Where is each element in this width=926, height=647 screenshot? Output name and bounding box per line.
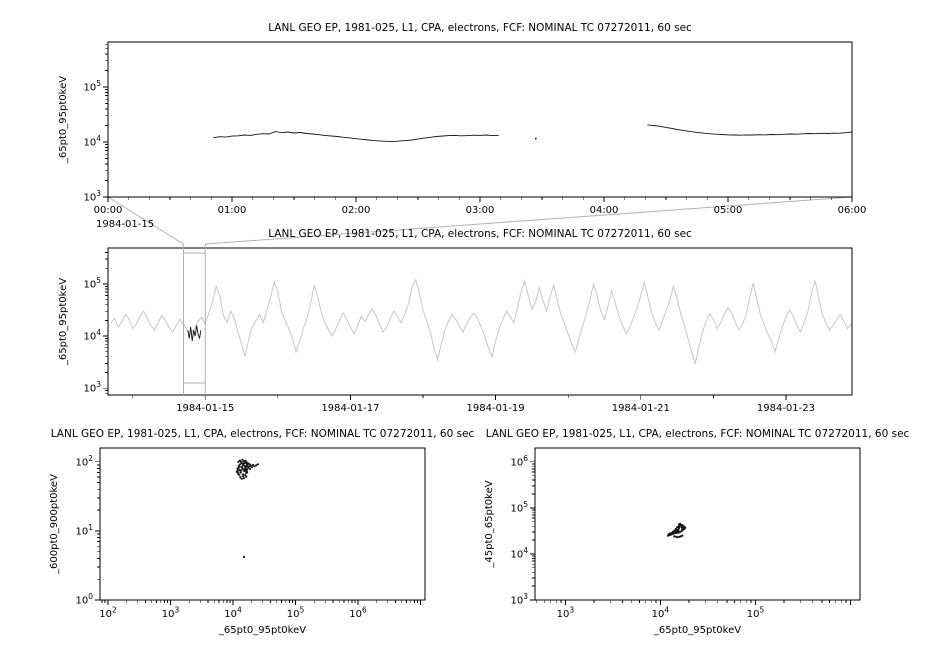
scatter-600-900: LANL GEO EP, 1981-025, L1, CPA, electron… xyxy=(49,428,475,636)
context-timeseries-xtick-label: 1984-01-21 xyxy=(612,403,670,414)
top-timeseries-ticks xyxy=(103,43,853,202)
context-timeseries-xtick-label: 1984-01-15 xyxy=(176,403,234,414)
zoom-connector-left xyxy=(107,196,184,245)
scatter-45-65-title: LANL GEO EP, 1981-025, L1, CPA, electron… xyxy=(486,428,910,440)
scatter-45-65: LANL GEO EP, 1981-025, L1, CPA, electron… xyxy=(484,428,910,636)
scatter-45-65-ytick-label: 104 xyxy=(510,546,528,561)
scatter-45-65-ytick-label: 106 xyxy=(510,454,528,469)
scatter-600-900-ticks xyxy=(95,461,421,605)
context-timeseries-tick-labels: 103 104 105 1984-01-15 1984-01-17 1984-01-19 1… xyxy=(83,276,815,414)
context-timeseries-xtick-label: 1984-01-19 xyxy=(467,403,525,414)
scatter-45-65-xtick-label: 105 xyxy=(747,606,765,621)
top-timeseries-scatter-points xyxy=(534,137,537,140)
scatter-600-900-ytick-label: 100 xyxy=(75,592,93,607)
scatter-600-900-xlabel: _65pt0_95pt0keV xyxy=(218,625,306,636)
scatter-45-65-ytick-label: 103 xyxy=(510,592,528,607)
top-timeseries-xtick-label: 05:00 xyxy=(714,205,743,216)
zoom-connector-right xyxy=(205,196,853,245)
scatter-45-65-frame xyxy=(534,447,861,601)
scatter-45-65-tick-labels: 103 104 105 106 103 104 105 xyxy=(510,454,764,620)
scatter-600-900-ylabel: _600pt0_900pt0keV xyxy=(49,474,60,575)
zoom-connector-lines xyxy=(107,196,853,245)
top-timeseries-ytick-label: 105 xyxy=(83,79,101,94)
context-timeseries-series-line xyxy=(110,278,852,366)
scatter-45-65-ylabel: _45pt0_65pt0keV xyxy=(484,480,495,568)
top-timeseries-series-line xyxy=(213,131,499,143)
scatter-600-900-frame xyxy=(99,447,426,601)
scatter-45-65-xtick-label: 103 xyxy=(557,606,575,621)
top-timeseries-xtick-label: 01:00 xyxy=(218,205,247,216)
top-timeseries-xtick-label: 04:00 xyxy=(590,205,619,216)
top-timeseries-series-line xyxy=(647,124,852,136)
top-timeseries-xtick-label: 06:00 xyxy=(838,205,867,216)
context-timeseries-title: LANL GEO EP, 1981-025, L1, CPA, electron… xyxy=(268,228,692,240)
context-timeseries-frame xyxy=(107,247,853,396)
top-timeseries-tick-labels: 103 104 105 00:00 01:00 02:00 03:00 04:00 05:00 0… xyxy=(83,79,866,230)
context-timeseries-ytick-label: 105 xyxy=(83,276,101,291)
scatter-45-65-xtick-label: 104 xyxy=(652,606,670,621)
scatter-600-900-xtick-label: 102 xyxy=(99,606,117,621)
context-timeseries-series-line xyxy=(187,325,202,342)
scatter-45-65-ticks xyxy=(530,461,851,605)
top-timeseries-frame xyxy=(107,41,853,198)
top-timeseries-ylabel: _65pt0_95pt0keV xyxy=(58,76,69,164)
scatter-600-900-title: LANL GEO EP, 1981-025, L1, CPA, electron… xyxy=(51,428,475,440)
top-timeseries: LANL GEO EP, 1981-025, L1, CPA, electron… xyxy=(58,22,866,230)
zoom-selection-box[interactable] xyxy=(182,244,206,395)
scatter-600-900-xtick-label: 104 xyxy=(224,606,242,621)
context-timeseries-xtick-label: 1984-01-17 xyxy=(321,403,379,414)
scatter-600-900-ytick-label: 101 xyxy=(75,523,93,538)
top-timeseries-ytick-label: 103 xyxy=(83,189,101,204)
top-timeseries-xtick-label: 03:00 xyxy=(466,205,495,216)
top-timeseries-title: LANL GEO EP, 1981-025, L1, CPA, electron… xyxy=(268,22,692,34)
context-timeseries: LANL GEO EP, 1981-025, L1, CPA, electron… xyxy=(58,228,853,414)
scatter-600-900-xtick-label: 106 xyxy=(349,606,367,621)
context-timeseries-ytick-label: 104 xyxy=(83,328,101,343)
scatter-600-900-ytick-label: 102 xyxy=(75,454,93,469)
scatter-600-900-tick-labels: 100 101 102 102 103 104 105 106 xyxy=(75,454,366,620)
top-timeseries-xtick-label: 02:00 xyxy=(342,205,371,216)
context-timeseries-ytick-label: 103 xyxy=(83,380,101,395)
context-timeseries-xtick-label: 1984-01-23 xyxy=(757,403,815,414)
scatter-45-65-scatter-points xyxy=(666,522,687,539)
scatter-600-900-xtick-label: 105 xyxy=(287,606,305,621)
scatter-600-900-xtick-label: 103 xyxy=(162,606,180,621)
scatter-45-65-xlabel: _65pt0_95pt0keV xyxy=(653,625,741,636)
scatter-45-65-ytick-label: 105 xyxy=(510,500,528,515)
top-timeseries-xtick-label: 00:00 xyxy=(94,205,123,216)
scatter-600-900-scatter-points xyxy=(235,458,259,559)
context-timeseries-ylabel: _65pt0_95pt0keV xyxy=(58,278,69,366)
top-timeseries-ytick-label: 104 xyxy=(83,134,101,149)
top-timeseries-date-label: 1984-01-15 xyxy=(96,219,154,230)
